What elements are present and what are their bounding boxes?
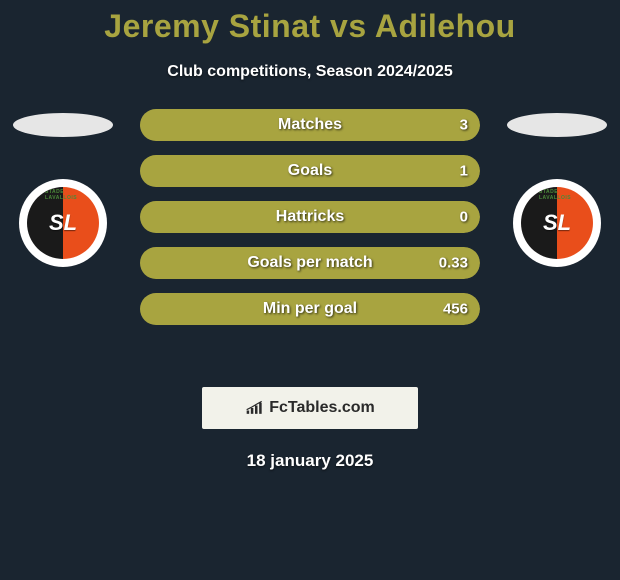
stat-bar: Hattricks 0 bbox=[140, 201, 480, 233]
comparison-title: Jeremy Stinat vs Adilehou bbox=[0, 0, 620, 45]
player1-name: Jeremy Stinat bbox=[104, 8, 320, 44]
player2-column: STADE LAVALLOIS SL bbox=[502, 109, 612, 267]
chart-growth-icon bbox=[245, 400, 265, 416]
stat-bar-label: Hattricks bbox=[276, 208, 344, 226]
stat-bar: Goals per match 0.33 bbox=[140, 247, 480, 279]
stat-bar-right-value: 1 bbox=[460, 163, 468, 180]
club-arc-text: STADE LAVALLOIS bbox=[539, 189, 575, 201]
brand-watermark: FcTables.com bbox=[202, 387, 418, 429]
player2-club-badge: STADE LAVALLOIS SL bbox=[513, 179, 601, 267]
stat-bar-label: Goals per match bbox=[247, 254, 372, 272]
stat-bar-right-value: 0 bbox=[460, 209, 468, 226]
stat-bar-right-value: 0.33 bbox=[439, 255, 468, 272]
date-label: 18 january 2025 bbox=[0, 451, 620, 471]
stat-bar: Matches 3 bbox=[140, 109, 480, 141]
player2-placeholder-ellipse bbox=[507, 113, 607, 137]
comparison-body: STADE LAVALLOIS SL STADE LAVALLOIS SL Ma… bbox=[0, 109, 620, 369]
stat-bar-label: Matches bbox=[278, 116, 342, 134]
player2-name: Adilehou bbox=[375, 8, 516, 44]
stat-bar: Goals 1 bbox=[140, 155, 480, 187]
vs-separator: vs bbox=[330, 8, 367, 44]
subtitle: Club competitions, Season 2024/2025 bbox=[0, 63, 620, 81]
stat-bar-right-value: 3 bbox=[460, 117, 468, 134]
club-arc-text: STADE LAVALLOIS bbox=[45, 189, 81, 201]
stat-bar: Min per goal 456 bbox=[140, 293, 480, 325]
club-initials: SL bbox=[49, 210, 77, 236]
brand-text: FcTables.com bbox=[269, 399, 375, 417]
player1-column: STADE LAVALLOIS SL bbox=[8, 109, 118, 267]
stat-bar-right-value: 456 bbox=[443, 301, 468, 318]
club-initials: SL bbox=[543, 210, 571, 236]
stat-bar-label: Min per goal bbox=[263, 300, 357, 318]
player1-placeholder-ellipse bbox=[13, 113, 113, 137]
stat-bar-label: Goals bbox=[288, 162, 332, 180]
stat-bars: Matches 3 Goals 1 Hattricks 0 Goals per match 0… bbox=[140, 109, 480, 325]
player1-club-badge: STADE LAVALLOIS SL bbox=[19, 179, 107, 267]
